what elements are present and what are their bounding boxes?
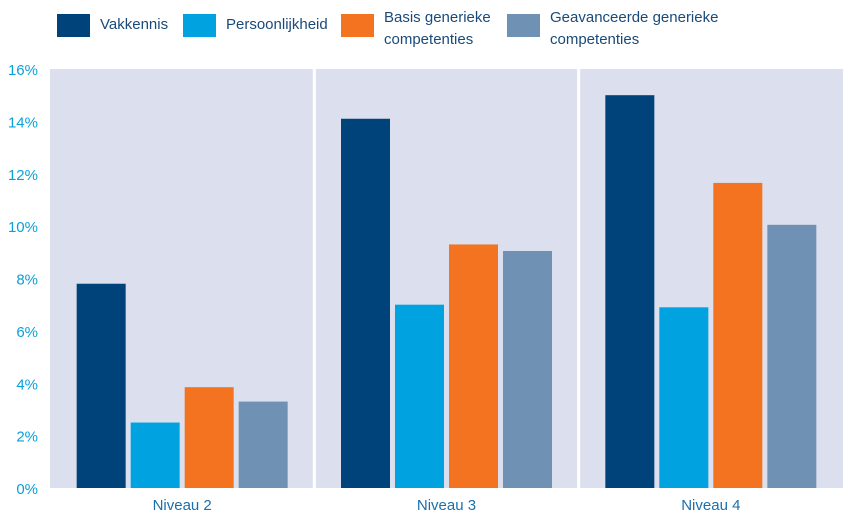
x-category-label: Niveau 2 — [153, 497, 212, 514]
legend-swatch-vakkennis — [57, 14, 90, 37]
bar-basis-generieke-competenties-niveau-3 — [449, 244, 498, 488]
y-tick-label: 16% — [8, 62, 38, 79]
panel-separators — [312, 69, 581, 488]
y-tick-label: 6% — [16, 324, 38, 341]
legend-label-geavanceerde-generieke-competenties: Geavanceerde generieke competenties — [550, 9, 718, 48]
bar-persoonlijkheid-niveau-2 — [130, 422, 180, 488]
legend-label-persoonlijkheid: Persoonlijkheid — [226, 16, 328, 33]
bar-geavanceerde-generieke-competenties-niveau-2 — [238, 401, 288, 488]
legend-label-vakkennis: Vakkennis — [100, 16, 168, 33]
legend-swatch-persoonlijkheid — [183, 14, 216, 37]
bars — [76, 95, 817, 489]
y-tick-label: 14% — [8, 114, 38, 131]
plot-background — [50, 69, 843, 488]
legend: Vakkennis Persoonlijkheid Basis generieke c… — [57, 9, 718, 48]
bar-vakkennis-niveau-2 — [76, 283, 126, 488]
bar-basis-generieke-competenties-niveau-2 — [184, 387, 234, 488]
legend-swatch-geavanceerde-generieke-competenties — [507, 14, 540, 37]
bar-persoonlijkheid-niveau-3 — [395, 304, 444, 488]
bar-geavanceerde-generieke-competenties-niveau-3 — [503, 251, 552, 488]
bar-basis-generieke-competenties-niveau-4 — [713, 182, 763, 488]
legend-swatch-basis-generieke-competenties — [341, 14, 374, 37]
y-tick-label: 0% — [16, 481, 38, 498]
y-tick-label: 4% — [16, 376, 38, 393]
y-tick-label: 2% — [16, 429, 38, 446]
y-tick-label: 12% — [8, 167, 38, 184]
legend-label-basis-generieke-competenties: Basis generieke competenties — [384, 9, 491, 48]
bar-persoonlijkheid-niveau-4 — [659, 307, 709, 488]
x-axis: Niveau 2 Niveau 3 Niveau 4 — [153, 497, 741, 514]
y-tick-label: 10% — [8, 219, 38, 236]
bar-vakkennis-niveau-3 — [341, 118, 390, 488]
x-category-label: Niveau 3 — [417, 497, 476, 514]
bar-geavanceerde-generieke-competenties-niveau-4 — [767, 224, 817, 489]
x-category-label: Niveau 4 — [681, 497, 740, 514]
y-axis: 0% 2% 4% 6% 8% 10% 12% 14% 16% — [8, 62, 38, 498]
y-tick-label: 8% — [16, 272, 38, 289]
bar-vakkennis-niveau-4 — [605, 95, 655, 488]
